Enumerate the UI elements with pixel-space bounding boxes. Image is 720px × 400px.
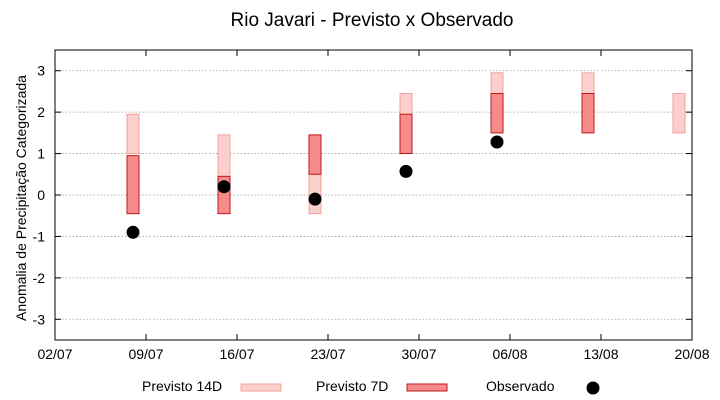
x-tick-label: 23/07 xyxy=(310,346,345,362)
legend: Previsto 14D Previsto 7D Observado xyxy=(142,378,600,395)
legend-key xyxy=(406,383,448,392)
x-tick-label: 16/07 xyxy=(219,346,254,362)
legend-key xyxy=(240,383,282,392)
range-box-previsto-7d xyxy=(126,155,140,215)
range-box-previsto-7d xyxy=(581,93,595,134)
range-box-previsto-14d xyxy=(217,134,231,177)
y-tick-label: -2 xyxy=(33,270,46,286)
x-tick-label: 13/08 xyxy=(583,346,618,362)
y-tick-label: -3 xyxy=(33,311,46,327)
legend-key xyxy=(586,381,600,395)
y-tick-label: -1 xyxy=(33,228,46,244)
observed-point xyxy=(217,180,231,194)
legend-label: Observado xyxy=(486,378,555,394)
y-tick-label: 1 xyxy=(37,146,45,162)
range-box-previsto-7d xyxy=(399,113,413,155)
y-axis-label: Anomalia de Precipitação Categorizada xyxy=(13,75,29,321)
observed-point xyxy=(126,225,140,239)
grid xyxy=(54,49,693,341)
x-tick-label: 02/07 xyxy=(37,346,72,362)
y-tick-label: 3 xyxy=(37,63,45,79)
y-tick-label: 0 xyxy=(37,187,45,203)
range-box-previsto-14d xyxy=(126,113,140,155)
observed-point xyxy=(308,192,322,206)
y-tick-label: 2 xyxy=(37,104,45,120)
plot-frame xyxy=(54,49,693,341)
legend-label: Previsto 7D xyxy=(316,378,388,394)
range-box-previsto-7d xyxy=(308,134,322,175)
range-box-previsto-14d xyxy=(672,93,686,134)
x-tick-labels: 02/07 09/07 16/07 23/07 30/07 06/08 13/08 20/08 xyxy=(37,346,709,362)
x-tick-label: 09/07 xyxy=(128,346,163,362)
chart-title: Rio Javari - Previsto x Observado xyxy=(231,10,514,31)
y-tick-labels: -3 -2 -1 0 1 2 3 xyxy=(33,63,46,328)
observed-point xyxy=(490,135,504,149)
x-tick-label: 06/08 xyxy=(492,346,527,362)
legend-label: Previsto 14D xyxy=(142,378,222,394)
plot-area xyxy=(126,72,686,239)
x-tick-label: 20/08 xyxy=(674,346,709,362)
range-box-previsto-7d xyxy=(490,93,504,134)
x-tick-label: 30/07 xyxy=(401,346,436,362)
observed-point xyxy=(399,164,413,178)
